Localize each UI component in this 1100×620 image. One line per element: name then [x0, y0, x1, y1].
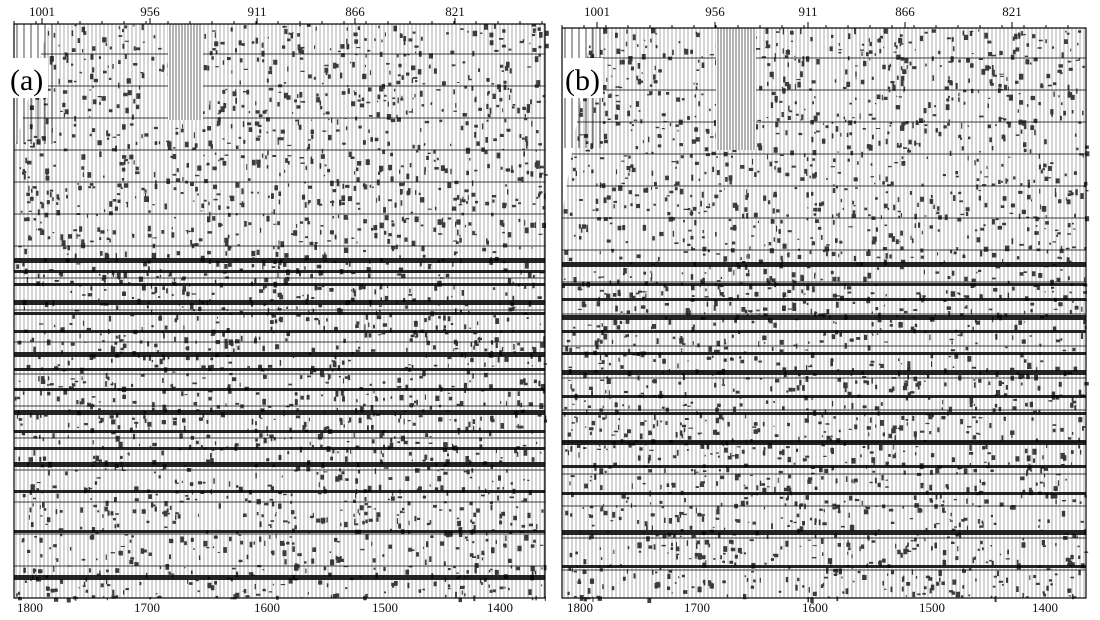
reflector-band: [562, 330, 1086, 333]
panel-a-top-label-956: 956: [140, 4, 160, 19]
panel-b-top-axis: 1001 956 911 866 821: [584, 4, 1022, 19]
reflector-band: [14, 300, 545, 305]
reflector-band: [14, 462, 545, 467]
reflector-band: [562, 298, 1086, 301]
panel-a-seismic-section: [13, 18, 549, 603]
panel-b-top-label-866: 866: [895, 4, 915, 19]
reflector-band: [14, 352, 545, 357]
panel-b-top-label-956: 956: [705, 4, 725, 19]
panel-b-bottom-label-1500: 1500: [919, 600, 945, 615]
panel-a-label: (a): [10, 64, 43, 97]
panel-b-bottom-label-1600: 1600: [802, 600, 828, 615]
reflector-band: [14, 312, 545, 315]
panel-b: 1001 956 911 866 821 1800 1700 1600 1500…: [561, 4, 1090, 615]
panel-a-bottom-axis: 1800 1700 1600 1500 1400: [17, 600, 513, 615]
timing-lines: [562, 57, 1086, 571]
panel-b-bottom-label-1800: 1800: [567, 600, 593, 615]
panel-a-label-box: (a): [8, 58, 48, 98]
reflector-band: [562, 370, 1086, 375]
panel-a-top-label-821: 821: [445, 4, 465, 19]
panel-a-top-axis: 1001 956 911 866 821: [29, 4, 465, 19]
panel-a-bottom-label-1600: 1600: [254, 600, 280, 615]
reflector-band: [562, 352, 1086, 355]
reflector-band: [562, 412, 1086, 415]
panel-b-top-label-1001: 1001: [584, 4, 610, 19]
panel-a-bottom-label-1400: 1400: [487, 600, 513, 615]
panel-b-bottom-label-1400: 1400: [1032, 600, 1058, 615]
panel-a-top-label-866: 866: [345, 4, 365, 19]
trace-lines: [563, 28, 1085, 598]
panel-b-top-label-911: 911: [798, 4, 817, 19]
trace-gap-lines: [717, 28, 755, 150]
panel-b-bottom-label-1700: 1700: [684, 600, 710, 615]
top-tick-marks: [561, 22, 1069, 28]
panel-b-top-label-821: 821: [1002, 4, 1022, 19]
reflector-band: [562, 440, 1086, 445]
timing-lines: [14, 53, 545, 567]
reflector-band: [562, 262, 1086, 267]
reflector-band: [562, 565, 1086, 568]
reflector-band: [14, 270, 545, 273]
trace-gap-lines: [169, 24, 201, 120]
reflector-band: [562, 530, 1086, 535]
panel-b-bottom-axis: 1800 1700 1600 1500 1400: [567, 600, 1058, 615]
wiggle-fill: [14, 24, 549, 603]
reflector-band: [14, 410, 545, 415]
reflector-band: [562, 315, 1086, 320]
panel-a-bottom-label-1800: 1800: [17, 600, 43, 615]
reflector-band: [14, 368, 545, 371]
panel-b-label-box: (b): [563, 58, 603, 98]
reflector-band: [14, 388, 545, 391]
panel-a-top-label-1001: 1001: [29, 4, 55, 19]
reflector-band: [14, 447, 545, 450]
reflector-band: [562, 492, 1086, 495]
reflector-band: [14, 490, 545, 493]
section-frame: [561, 27, 1087, 599]
reflector-band: [14, 283, 545, 286]
reflector-band: [562, 465, 1086, 468]
trace-lines: [15, 24, 545, 598]
reflector-band: [14, 530, 545, 533]
reflector-band: [14, 258, 545, 263]
reflector-band: [14, 575, 545, 580]
reflector-band: [562, 283, 1086, 286]
top-tick-marks: [13, 18, 543, 24]
panel-a-bottom-label-1700: 1700: [134, 600, 160, 615]
reflector-band: [562, 395, 1086, 398]
reflector-band: [14, 430, 545, 433]
panel-a-bottom-label-1500: 1500: [372, 600, 398, 615]
panel-a: 1001 956 911 866 821 1800 1700 1600 1500…: [8, 4, 549, 615]
wiggle-fill: [562, 28, 1090, 604]
reflector-band: [14, 330, 545, 333]
section-frame: [13, 23, 546, 599]
panel-a-top-label-911: 911: [247, 4, 266, 19]
panel-b-label: (b): [565, 64, 600, 97]
